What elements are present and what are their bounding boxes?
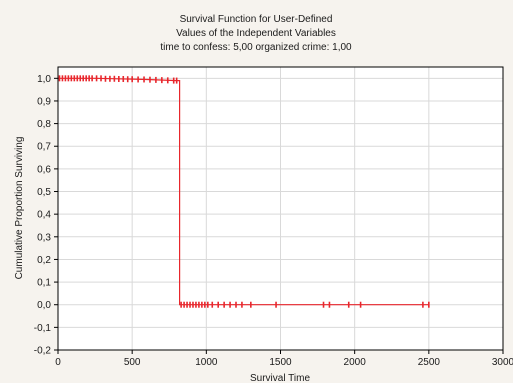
x-tick-label: 3000	[492, 357, 513, 368]
y-tick-label: -0,2	[34, 346, 52, 357]
x-tick-label: 2000	[344, 357, 367, 368]
y-tick-label: 1,0	[37, 74, 51, 85]
chart-title-line-2: Values of the Independent Variables	[176, 28, 336, 39]
axis-layer: 0 500 1000 1500 2000 2500 3000 -0,2 -0,1 0,0 0,1 0,…	[34, 74, 513, 368]
y-tick-label: -0,1	[34, 323, 52, 334]
y-tick-label: 0,3	[37, 232, 51, 243]
y-tick-label: 0,2	[37, 255, 51, 266]
y-tick-label: 0,7	[37, 142, 51, 153]
y-tick-label: 0,4	[37, 210, 51, 221]
x-tick-label: 500	[124, 357, 141, 368]
y-tick-label: 0,6	[37, 164, 51, 175]
x-tick-label: 1000	[195, 357, 218, 368]
x-axis-label: Survival Time	[250, 373, 310, 383]
x-tick-label: 0	[55, 357, 61, 368]
y-tick-label: 0,5	[37, 187, 51, 198]
y-tick-label: 0,9	[37, 96, 51, 107]
y-axis-label: Cumulative Proportion Surviving	[14, 137, 25, 280]
x-tick-label: 2500	[418, 357, 441, 368]
y-tick-label: 0,1	[37, 278, 51, 289]
y-tick-label: 0,8	[37, 119, 51, 130]
chart-title-line-3: time to confess: 5,00 organized crime: 1…	[160, 42, 352, 53]
y-tick-label: 0,0	[37, 300, 51, 311]
x-tick-label: 1500	[269, 357, 292, 368]
chart-title-line-1: Survival Function for User-Defined	[180, 14, 333, 25]
series-layer	[58, 75, 430, 308]
